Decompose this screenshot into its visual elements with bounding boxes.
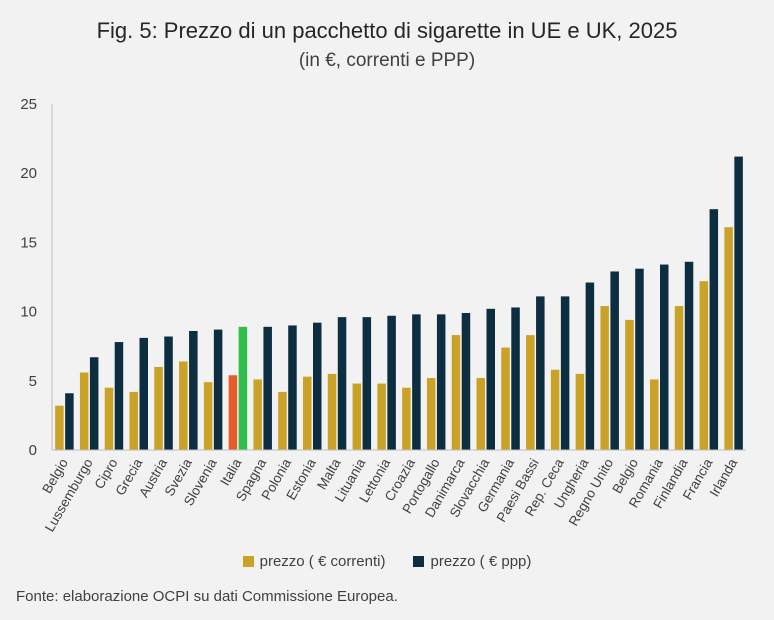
bar-ppp	[486, 308, 495, 450]
bar-ppp	[238, 326, 248, 450]
bar-ppp	[511, 307, 520, 450]
y-tick-label: 0	[29, 442, 37, 459]
bar-correnti	[327, 373, 337, 450]
y-tick-label: 5	[29, 373, 37, 390]
bar-ppp	[560, 296, 570, 450]
bar-ppp	[387, 315, 396, 450]
bar-correnti	[625, 319, 634, 450]
legend-item-ppp: prezzo ( € ppp)	[413, 553, 531, 570]
bar-ppp	[288, 325, 297, 450]
bar-ppp	[610, 271, 619, 450]
bar-ppp	[164, 336, 173, 450]
bar-ppp	[65, 393, 74, 450]
bar-correnti	[476, 378, 485, 450]
bar-correnti	[352, 383, 362, 450]
bar-correnti	[575, 373, 585, 450]
bar-ppp	[461, 312, 471, 450]
bar-ppp	[660, 264, 669, 450]
legend-item-correnti: prezzo ( € correnti)	[242, 553, 386, 570]
bar-correnti	[278, 391, 287, 450]
bar-ppp	[412, 314, 421, 450]
y-tick-label: 25	[20, 96, 37, 113]
x-axis-labels: BelgioLussemburgoCiproGreciaAustriaSvezi…	[39, 456, 740, 535]
bar-correnti	[526, 335, 535, 450]
bar-correnti	[377, 383, 386, 450]
bar-ppp	[635, 268, 644, 450]
legend-label-ppp: prezzo ( € ppp)	[430, 553, 532, 570]
bar-ppp	[337, 317, 347, 450]
chart-subtitle: (in €, correnti e PPP)	[298, 50, 476, 71]
bar-ppp	[536, 296, 545, 450]
bar-correnti	[55, 405, 64, 450]
bar-correnti	[253, 379, 262, 450]
bar-correnti	[650, 379, 659, 450]
bar-chart: 0 5 10 15 20 25 BelgioLussemburgoCiproGreciaA…	[20, 96, 746, 535]
bar-correnti	[154, 366, 163, 450]
bar-correnti	[129, 391, 138, 450]
legend-swatch-ppp	[413, 556, 425, 567]
legend-label-correnti: prezzo ( € correnti)	[259, 553, 386, 570]
y-tick-label: 15	[20, 234, 37, 251]
bar-correnti	[402, 387, 411, 450]
bar-correnti	[451, 335, 461, 450]
y-tick-label: 10	[20, 304, 37, 321]
bar-correnti	[104, 387, 114, 450]
bars	[55, 156, 743, 450]
bar-ppp	[313, 322, 322, 450]
bar-ppp	[139, 337, 148, 450]
bar-ppp	[585, 282, 595, 450]
bar-correnti	[179, 361, 188, 450]
bar-correnti	[674, 306, 684, 450]
bar-correnti	[203, 382, 213, 450]
chart-title: Fig. 5: Prezzo di un pacchetto di sigare…	[96, 18, 678, 43]
legend-swatch-correnti	[242, 556, 254, 567]
bar-correnti	[228, 375, 238, 450]
bar-ppp	[684, 261, 694, 450]
bar-ppp	[436, 314, 446, 450]
bar-ppp	[213, 329, 223, 450]
y-tick-label: 20	[20, 165, 37, 182]
bar-ppp	[263, 326, 272, 450]
bar-correnti	[303, 376, 312, 450]
bar-correnti	[724, 227, 733, 450]
legend: prezzo ( € correnti) prezzo ( € ppp)	[0, 553, 774, 570]
bar-ppp	[709, 209, 719, 450]
bar-correnti	[426, 378, 436, 450]
bar-correnti	[79, 372, 89, 450]
bar-correnti	[600, 306, 609, 450]
bar-correnti	[550, 369, 560, 450]
y-axis: 0 5 10 15 20 25	[20, 96, 37, 459]
bar-correnti	[699, 281, 709, 450]
source-note: Fonte: elaborazione OCPI su dati Commiss…	[16, 588, 398, 605]
bar-ppp	[734, 156, 743, 450]
bar-ppp	[189, 330, 198, 450]
bar-ppp	[362, 317, 372, 450]
bar-ppp	[89, 357, 99, 450]
bar-ppp	[114, 342, 124, 450]
bar-correnti	[501, 347, 510, 450]
